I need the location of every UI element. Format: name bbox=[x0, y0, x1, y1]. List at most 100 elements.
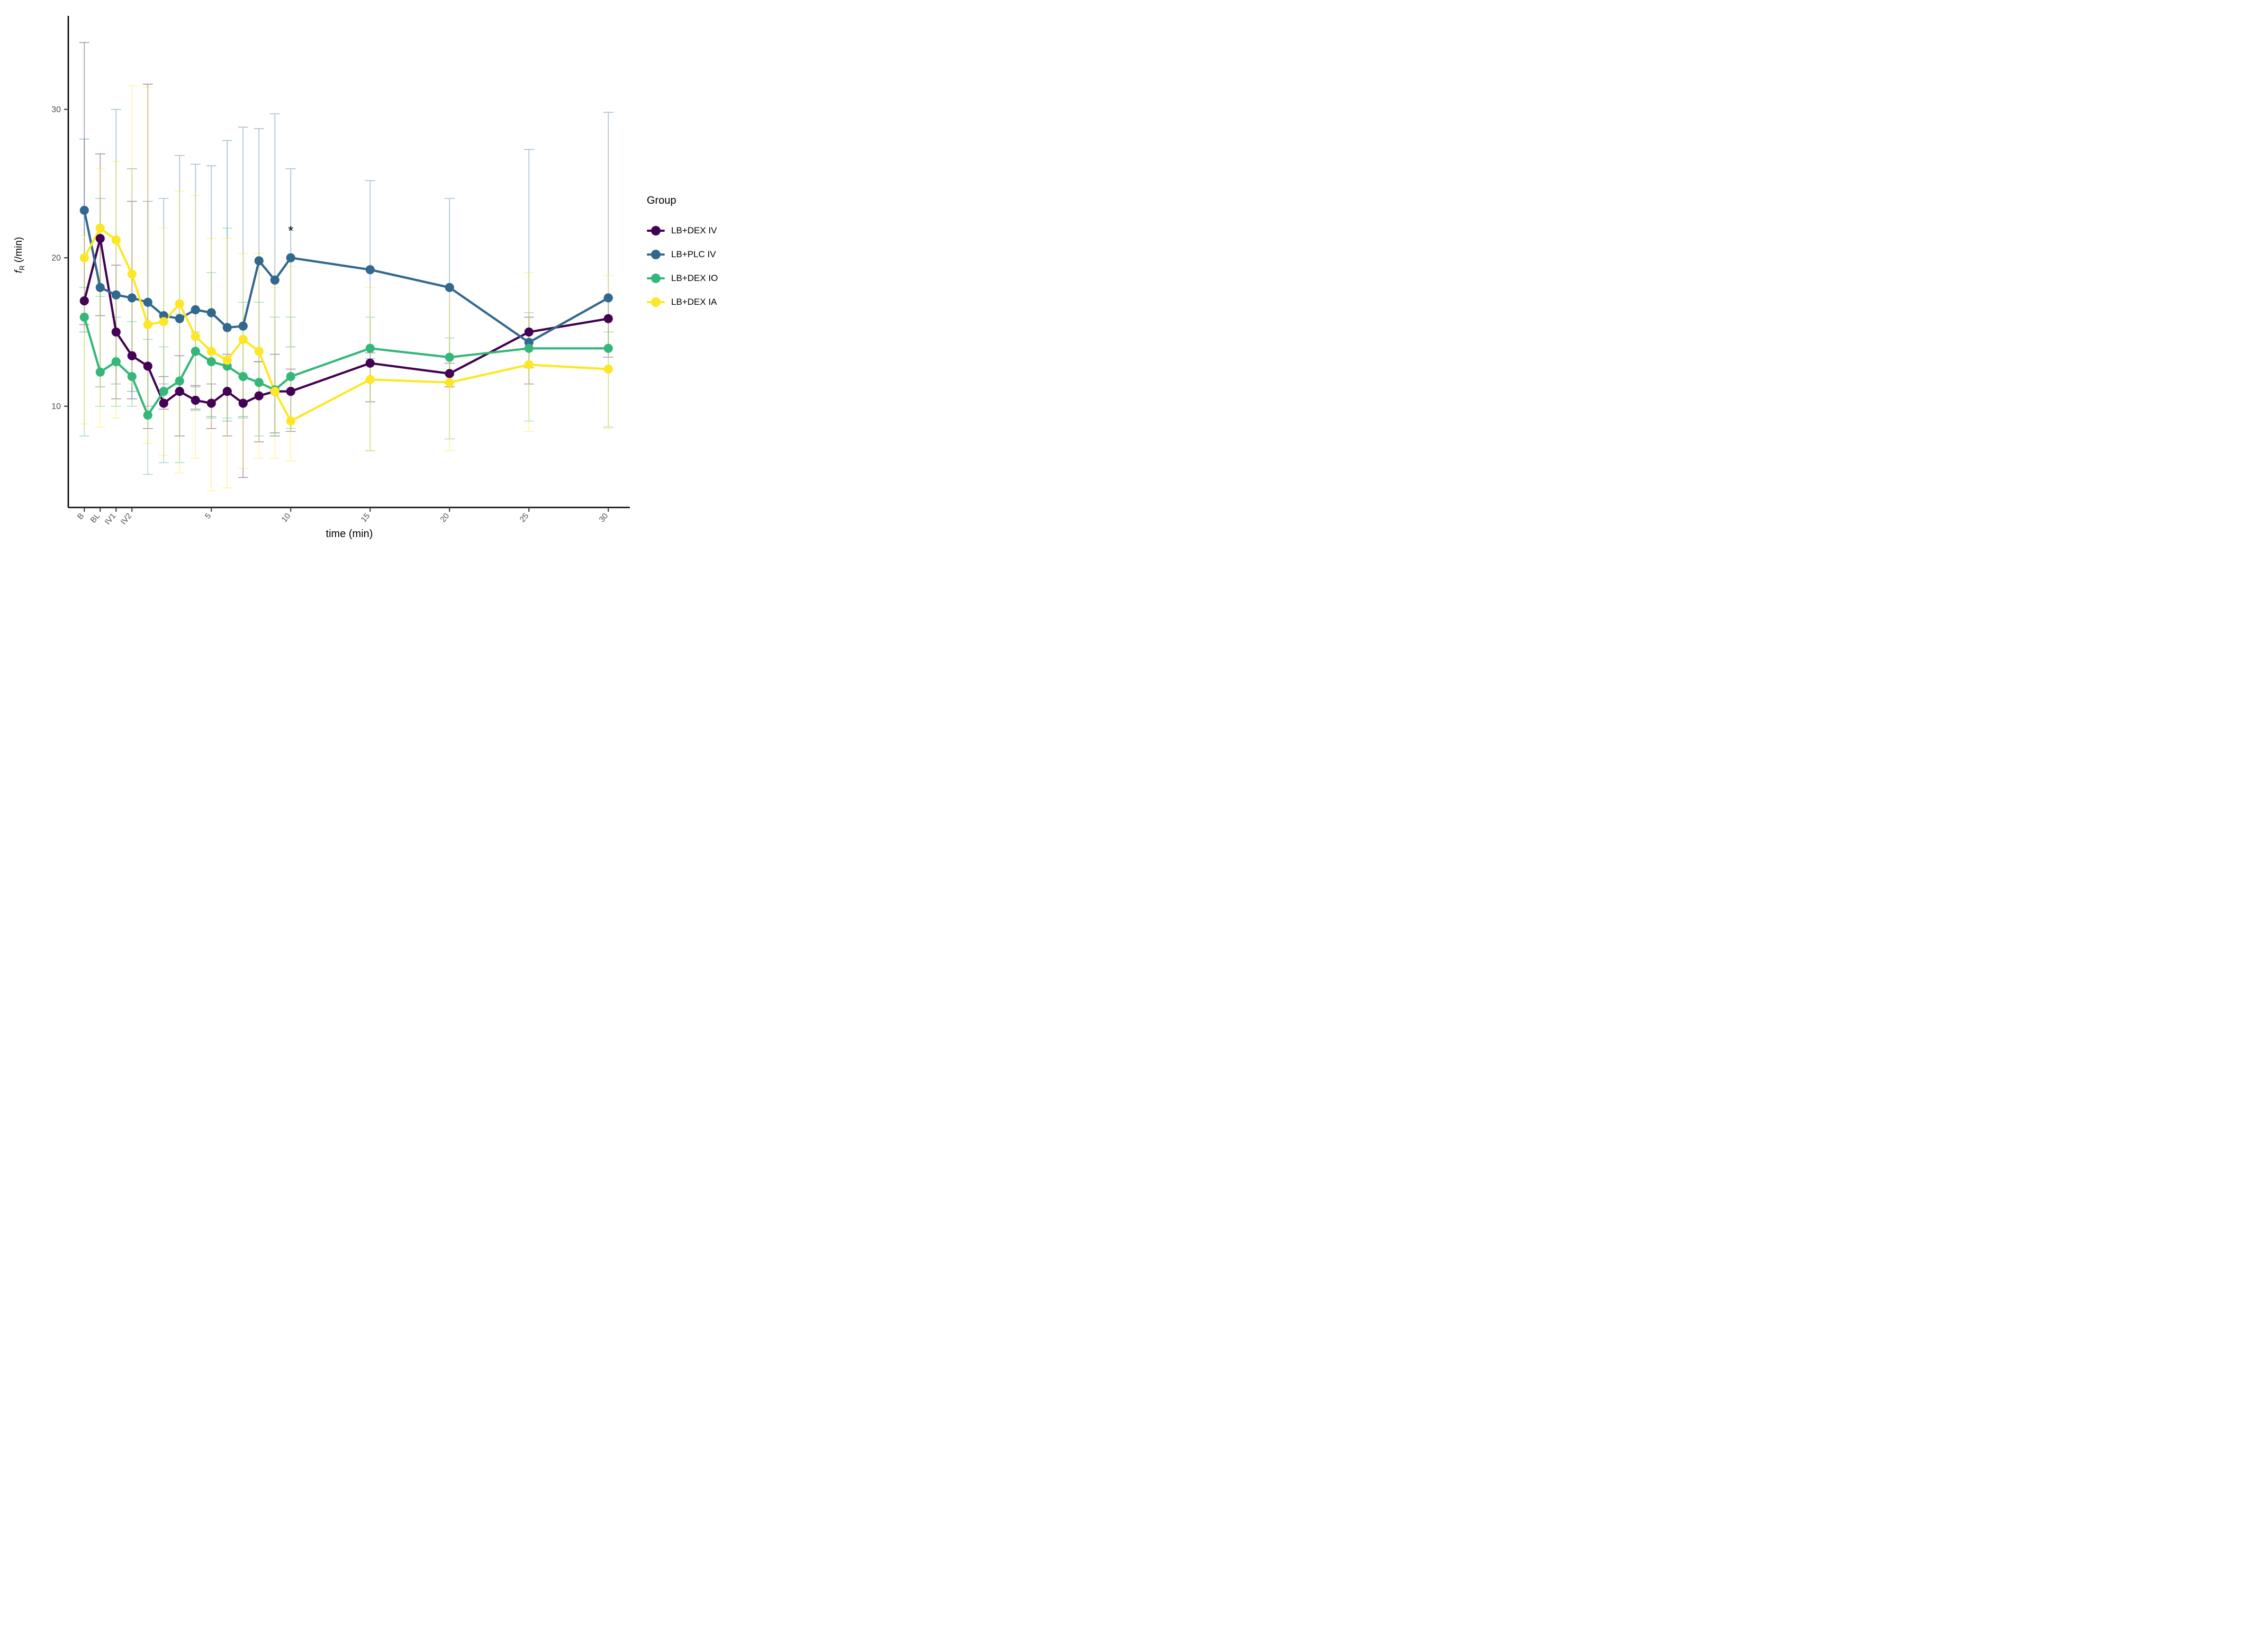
data-point-lb-dex-io bbox=[238, 372, 248, 382]
data-point-lb-dex-io bbox=[206, 357, 216, 367]
data-point-lb-plc-iv bbox=[111, 290, 121, 299]
x-axis-title: time (min) bbox=[326, 528, 373, 540]
data-point-lb-plc-iv bbox=[238, 321, 248, 331]
legend-title: Group bbox=[647, 195, 676, 206]
x-tick-label: 25 bbox=[518, 512, 531, 524]
data-point-lb-dex-iv bbox=[365, 358, 375, 368]
series-line-lb-dex-iv bbox=[83, 237, 610, 405]
data-point-lb-dex-ia bbox=[95, 223, 105, 233]
error-bar bbox=[79, 235, 89, 425]
significance-asterisk: * bbox=[288, 223, 293, 239]
legend-label: LB+PLC IV bbox=[671, 249, 716, 259]
data-point-lb-dex-io bbox=[191, 347, 200, 356]
error-bar bbox=[254, 302, 264, 437]
data-point-lb-dex-ia bbox=[79, 253, 89, 262]
error-bar bbox=[238, 126, 248, 417]
error-bar bbox=[222, 140, 232, 422]
data-point-lb-plc-iv bbox=[206, 308, 216, 317]
data-point-lb-plc-iv bbox=[191, 305, 200, 314]
y-axis-symbol: f bbox=[13, 270, 25, 274]
x-tick-label: 5 bbox=[203, 512, 213, 521]
error-bar bbox=[142, 86, 153, 444]
data-point-lb-dex-ia bbox=[603, 364, 613, 374]
error-bar bbox=[174, 190, 185, 474]
data-point-lb-dex-ia bbox=[270, 387, 279, 396]
data-point-lb-dex-io bbox=[159, 387, 168, 396]
error-bar bbox=[206, 165, 216, 417]
error-bar bbox=[269, 113, 280, 437]
data-point-lb-dex-iv bbox=[143, 361, 152, 371]
data-point-lb-dex-iv bbox=[445, 369, 454, 378]
data-point-lb-plc-iv bbox=[270, 275, 279, 285]
data-point-lb-plc-iv bbox=[222, 323, 232, 332]
error-bar bbox=[111, 108, 121, 385]
x-tick-label: 30 bbox=[598, 512, 610, 524]
data-point-lb-dex-ia bbox=[191, 332, 200, 341]
data-point-lb-plc-iv bbox=[127, 293, 137, 303]
data-point-lb-plc-iv bbox=[365, 265, 375, 275]
data-point-lb-dex-io bbox=[254, 378, 264, 387]
series-line-lb-dex-ia bbox=[83, 227, 610, 422]
error-bar bbox=[158, 198, 169, 385]
data-point-lb-dex-ia bbox=[175, 299, 184, 308]
data-point-lb-dex-ia bbox=[159, 317, 168, 326]
data-point-lb-plc-iv bbox=[175, 314, 184, 323]
data-point-lb-dex-ia bbox=[143, 320, 152, 330]
data-point-lb-dex-io bbox=[175, 376, 184, 386]
x-tick-label: 10 bbox=[280, 512, 293, 524]
y-tick-label: 20 bbox=[51, 254, 61, 263]
data-point-lb-dex-iv bbox=[159, 398, 168, 408]
error-bar bbox=[158, 228, 169, 456]
legend-key-lb-dex-iv-icon bbox=[647, 225, 665, 235]
error-bar bbox=[95, 168, 105, 428]
data-point-lb-dex-io bbox=[603, 343, 613, 353]
data-point-lb-dex-iv bbox=[111, 327, 121, 337]
data-point-lb-dex-ia bbox=[445, 378, 454, 387]
data-point-lb-dex-ia bbox=[286, 416, 295, 426]
data-point-lb-dex-iv bbox=[175, 387, 184, 396]
y-axis-units: (/min) bbox=[13, 237, 25, 263]
data-point-lb-plc-iv bbox=[79, 205, 89, 215]
error-bar bbox=[126, 321, 137, 407]
data-point-lb-dex-ia bbox=[222, 356, 232, 365]
data-point-lb-plc-iv bbox=[286, 253, 295, 262]
data-point-lb-dex-io bbox=[524, 343, 534, 353]
error-bar bbox=[142, 84, 153, 429]
legend-item: LB+DEX IA bbox=[647, 290, 753, 314]
error-bar bbox=[285, 266, 296, 462]
error-bar bbox=[190, 195, 201, 459]
data-point-lb-plc-iv bbox=[445, 283, 454, 292]
legend-key-lb-dex-io-icon bbox=[647, 273, 665, 283]
y-tick-label: 10 bbox=[51, 402, 61, 411]
data-point-lb-dex-iv bbox=[603, 314, 613, 323]
legend-label: LB+DEX IA bbox=[671, 296, 717, 307]
error-bar bbox=[95, 296, 105, 407]
data-point-lb-plc-iv bbox=[603, 293, 613, 303]
error-bar bbox=[79, 42, 89, 325]
error-bar bbox=[365, 287, 375, 451]
legend-item: LB+PLC IV bbox=[647, 242, 753, 266]
data-point-lb-dex-ia bbox=[127, 269, 137, 279]
legend-label: LB+DEX IO bbox=[671, 273, 718, 283]
data-point-lb-dex-iv bbox=[79, 296, 89, 306]
data-point-lb-dex-iv bbox=[286, 387, 295, 396]
error-bar bbox=[269, 287, 280, 459]
legend-key-lb-plc-iv-icon bbox=[647, 249, 665, 259]
x-tick-label: BL bbox=[89, 512, 102, 525]
data-point-lb-dex-ia bbox=[524, 360, 534, 369]
figure: 10 20 30 B BL IV1 IV2 5 10 15 20 25 30 * fR (/min) ti… bbox=[0, 0, 756, 548]
data-point-lb-dex-io bbox=[79, 312, 89, 322]
line-chart: 10 20 30 B BL IV1 IV2 5 10 15 20 25 30 * bbox=[51, 16, 630, 527]
data-point-lb-plc-iv bbox=[95, 283, 105, 292]
legend-label: LB+DEX IV bbox=[671, 225, 717, 235]
data-point-lb-plc-iv bbox=[143, 297, 152, 307]
data-point-lb-dex-io bbox=[95, 367, 105, 377]
data-point-lb-plc-iv bbox=[254, 256, 264, 266]
x-tick-label: B bbox=[76, 512, 86, 522]
data-point-lb-dex-ia bbox=[238, 334, 248, 344]
data-point-lb-dex-iv bbox=[127, 351, 137, 360]
legend-key-lb-dex-ia-icon bbox=[647, 297, 665, 307]
data-point-lb-dex-iv bbox=[206, 398, 216, 408]
data-point-lb-dex-iv bbox=[222, 387, 232, 396]
data-point-lb-dex-io bbox=[127, 372, 137, 382]
